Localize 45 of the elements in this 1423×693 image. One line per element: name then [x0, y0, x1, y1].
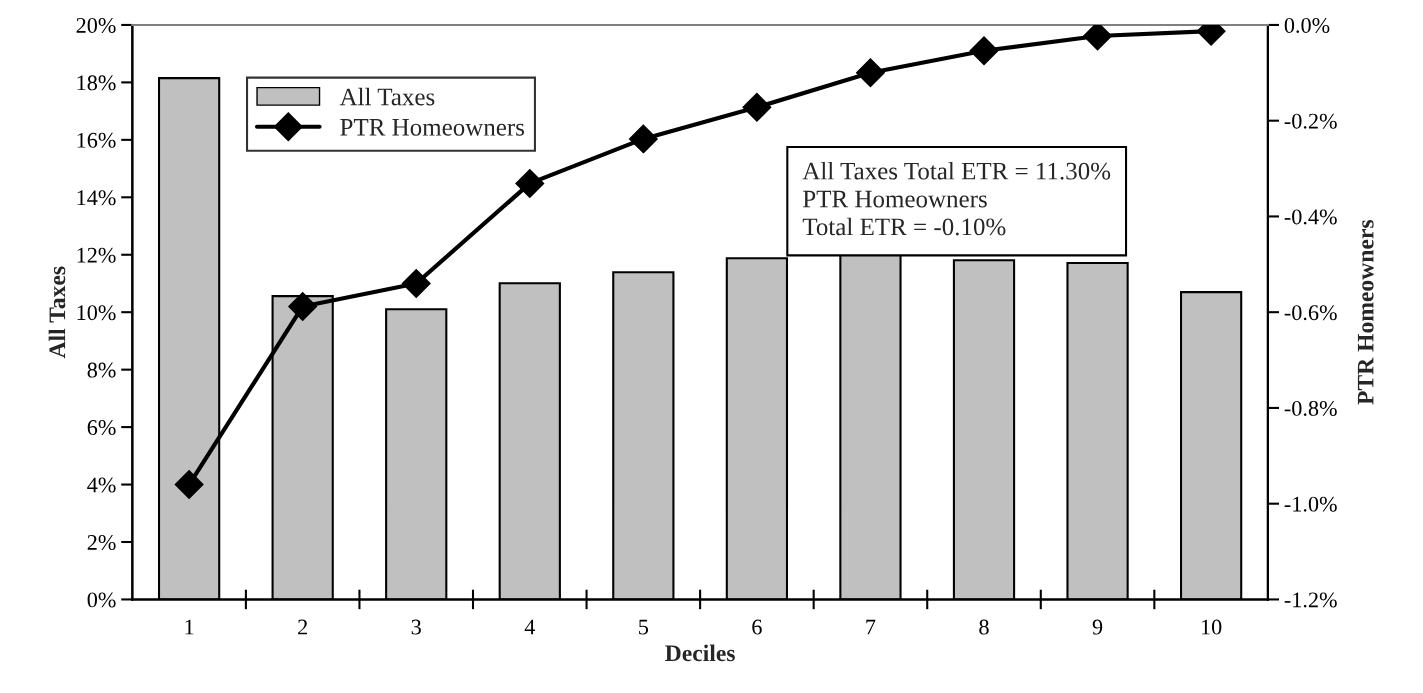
x-tick-label: 10 [1201, 619, 1222, 635]
x-tick-label: 5 [639, 619, 649, 635]
x-tick-label: 4 [524, 619, 535, 635]
y-tick-label: 20% [76, 17, 116, 33]
y-tick-label: 10% [77, 305, 116, 321]
legend-label: All Taxes [339, 87, 435, 106]
y-tick-label: 16% [77, 132, 116, 148]
y-tick-label: 0% [87, 592, 116, 608]
point [742, 92, 772, 122]
y2-tick-label: -0.2% [1284, 113, 1337, 129]
point [288, 292, 318, 321]
x-tick-label: 9 [1092, 619, 1103, 635]
point [969, 36, 999, 66]
point [856, 58, 885, 88]
annotation: PTR Homeowners [803, 190, 987, 208]
legend-label: PTR Homeowners [340, 119, 525, 136]
x-tick-label: 3 [411, 619, 421, 635]
point [401, 269, 431, 298]
y2-tick-label: -1.2% [1284, 592, 1337, 608]
x-tick-label: 6 [752, 619, 762, 635]
x-tick-label: 8 [979, 619, 989, 635]
x-tick-label: 2 [298, 619, 307, 635]
point [515, 168, 545, 198]
x-tick-label: 7 [866, 619, 876, 635]
y-tick-label: 8% [87, 362, 116, 378]
y2-tick-label: -1.0% [1284, 496, 1337, 512]
annotation: All Taxes Total ETR = 11.30% [802, 161, 1111, 180]
y2-axis-title: PTR Homeowners [1357, 219, 1374, 405]
y-axis-title: All Taxes [48, 266, 66, 359]
y2-tick-label: -0.4% [1284, 209, 1337, 225]
y-tick-label: 4% [87, 477, 116, 493]
y-tick-label: 2% [87, 534, 116, 550]
x-axis-title: Deciles [665, 644, 735, 662]
point [174, 470, 204, 499]
y-tick-label: 12% [77, 247, 116, 263]
y-tick-label: 6% [87, 420, 116, 436]
y2-tick-label: -0.8% [1284, 400, 1337, 416]
y2-tick-label: 0.0% [1284, 17, 1330, 33]
y-tick-label: 14% [77, 190, 116, 206]
annotation: Total ETR = -0.10% [802, 217, 1006, 236]
y-tick-label: 18% [77, 75, 116, 91]
point [1083, 24, 1113, 51]
x-tick-label: 1 [185, 619, 194, 635]
point [628, 124, 658, 154]
y2-tick-label: -0.6% [1284, 305, 1337, 321]
